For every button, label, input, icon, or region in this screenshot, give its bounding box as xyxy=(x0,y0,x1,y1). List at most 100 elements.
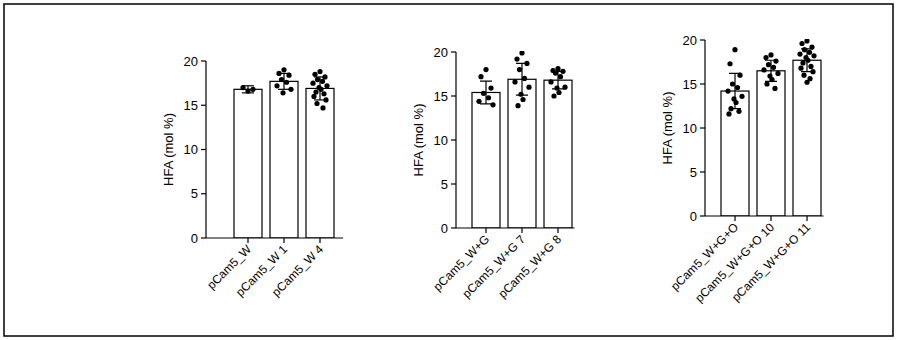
y-tick-label: 15 xyxy=(184,98,198,113)
data-point xyxy=(761,67,766,72)
bar xyxy=(544,80,572,228)
data-point xyxy=(240,85,245,90)
data-point xyxy=(804,39,809,43)
data-point xyxy=(771,65,776,70)
x-tick xyxy=(770,216,771,221)
plot-area xyxy=(234,67,334,238)
data-point xyxy=(317,69,322,74)
bar xyxy=(234,89,262,238)
data-point xyxy=(810,69,815,74)
x-tick xyxy=(557,228,558,233)
data-point xyxy=(284,80,289,85)
data-point xyxy=(312,72,317,77)
data-point xyxy=(276,71,281,76)
data-point xyxy=(800,60,805,65)
bar xyxy=(472,92,500,228)
bar xyxy=(508,79,536,228)
data-point xyxy=(728,106,733,111)
data-point xyxy=(809,44,814,49)
error-bar xyxy=(729,73,741,108)
data-point xyxy=(802,47,807,52)
error-cap xyxy=(278,89,290,90)
y-tick-label: 0 xyxy=(191,231,198,246)
y-tick-label: 5 xyxy=(690,165,697,180)
data-point xyxy=(515,103,520,108)
data-point xyxy=(486,95,491,100)
data-point xyxy=(763,55,768,60)
panel: 05101520HFA (mol %)pCam5_W+G+OpCam5_W+G+… xyxy=(660,33,824,306)
x-tick xyxy=(521,228,522,233)
data-point xyxy=(801,73,806,78)
data-point xyxy=(558,74,563,79)
data-point xyxy=(735,85,740,90)
data-point xyxy=(478,74,483,79)
y-tick-label: 20 xyxy=(184,54,198,69)
data-point xyxy=(556,90,561,95)
error-bar xyxy=(480,81,492,104)
y-tick xyxy=(201,193,206,194)
data-point xyxy=(562,85,567,90)
bar xyxy=(757,71,785,216)
x-axis xyxy=(456,227,575,228)
data-point xyxy=(250,87,255,92)
data-point xyxy=(797,51,802,56)
x-tick xyxy=(806,216,807,221)
data-point xyxy=(313,89,318,94)
y-tick xyxy=(700,83,705,84)
y-tick-label: 20 xyxy=(434,45,448,60)
bar xyxy=(721,91,749,216)
x-tick xyxy=(247,238,248,243)
data-point xyxy=(799,41,804,46)
data-point xyxy=(324,83,329,88)
data-point xyxy=(739,94,744,99)
bar xyxy=(793,60,821,216)
data-point xyxy=(551,93,556,98)
data-point xyxy=(736,109,741,114)
data-point xyxy=(517,67,522,72)
y-axis-label: HFA (mol %) xyxy=(411,104,426,177)
y-tick-label: 0 xyxy=(690,209,697,224)
data-point xyxy=(476,99,481,104)
data-point xyxy=(520,97,525,102)
y-tick-label: 20 xyxy=(683,33,697,48)
error-bar xyxy=(516,63,528,95)
data-point xyxy=(808,64,813,69)
y-tick xyxy=(451,227,456,228)
x-tick-label: pCam5_W+G 7 xyxy=(459,232,528,301)
data-point xyxy=(811,53,816,58)
data-point xyxy=(524,61,529,66)
data-point xyxy=(490,102,495,107)
data-point xyxy=(526,85,531,90)
y-tick-label: 15 xyxy=(683,77,697,92)
data-point xyxy=(322,74,327,79)
data-point xyxy=(725,88,730,93)
x-tick xyxy=(485,228,486,233)
y-tick xyxy=(700,171,705,172)
x-axis xyxy=(206,237,343,238)
data-point xyxy=(798,66,803,71)
data-point xyxy=(732,47,737,52)
data-point xyxy=(733,100,738,105)
data-point xyxy=(314,101,319,106)
y-tick xyxy=(451,51,456,52)
x-tick xyxy=(319,238,320,243)
data-point xyxy=(483,67,488,72)
data-point xyxy=(769,77,774,82)
data-point xyxy=(279,77,284,82)
data-point xyxy=(512,79,517,84)
data-point xyxy=(773,59,778,64)
data-point xyxy=(488,85,493,90)
y-tick xyxy=(201,60,206,61)
data-point xyxy=(726,111,731,116)
y-tick-label: 10 xyxy=(184,142,198,157)
x-tick xyxy=(734,216,735,221)
data-point xyxy=(281,67,286,72)
data-point xyxy=(804,80,809,85)
bar xyxy=(270,81,298,238)
data-point xyxy=(766,62,771,67)
frame xyxy=(4,4,893,336)
y-tick-label: 5 xyxy=(191,186,198,201)
data-point xyxy=(245,88,250,93)
y-tick xyxy=(700,39,705,40)
data-point xyxy=(553,71,558,76)
